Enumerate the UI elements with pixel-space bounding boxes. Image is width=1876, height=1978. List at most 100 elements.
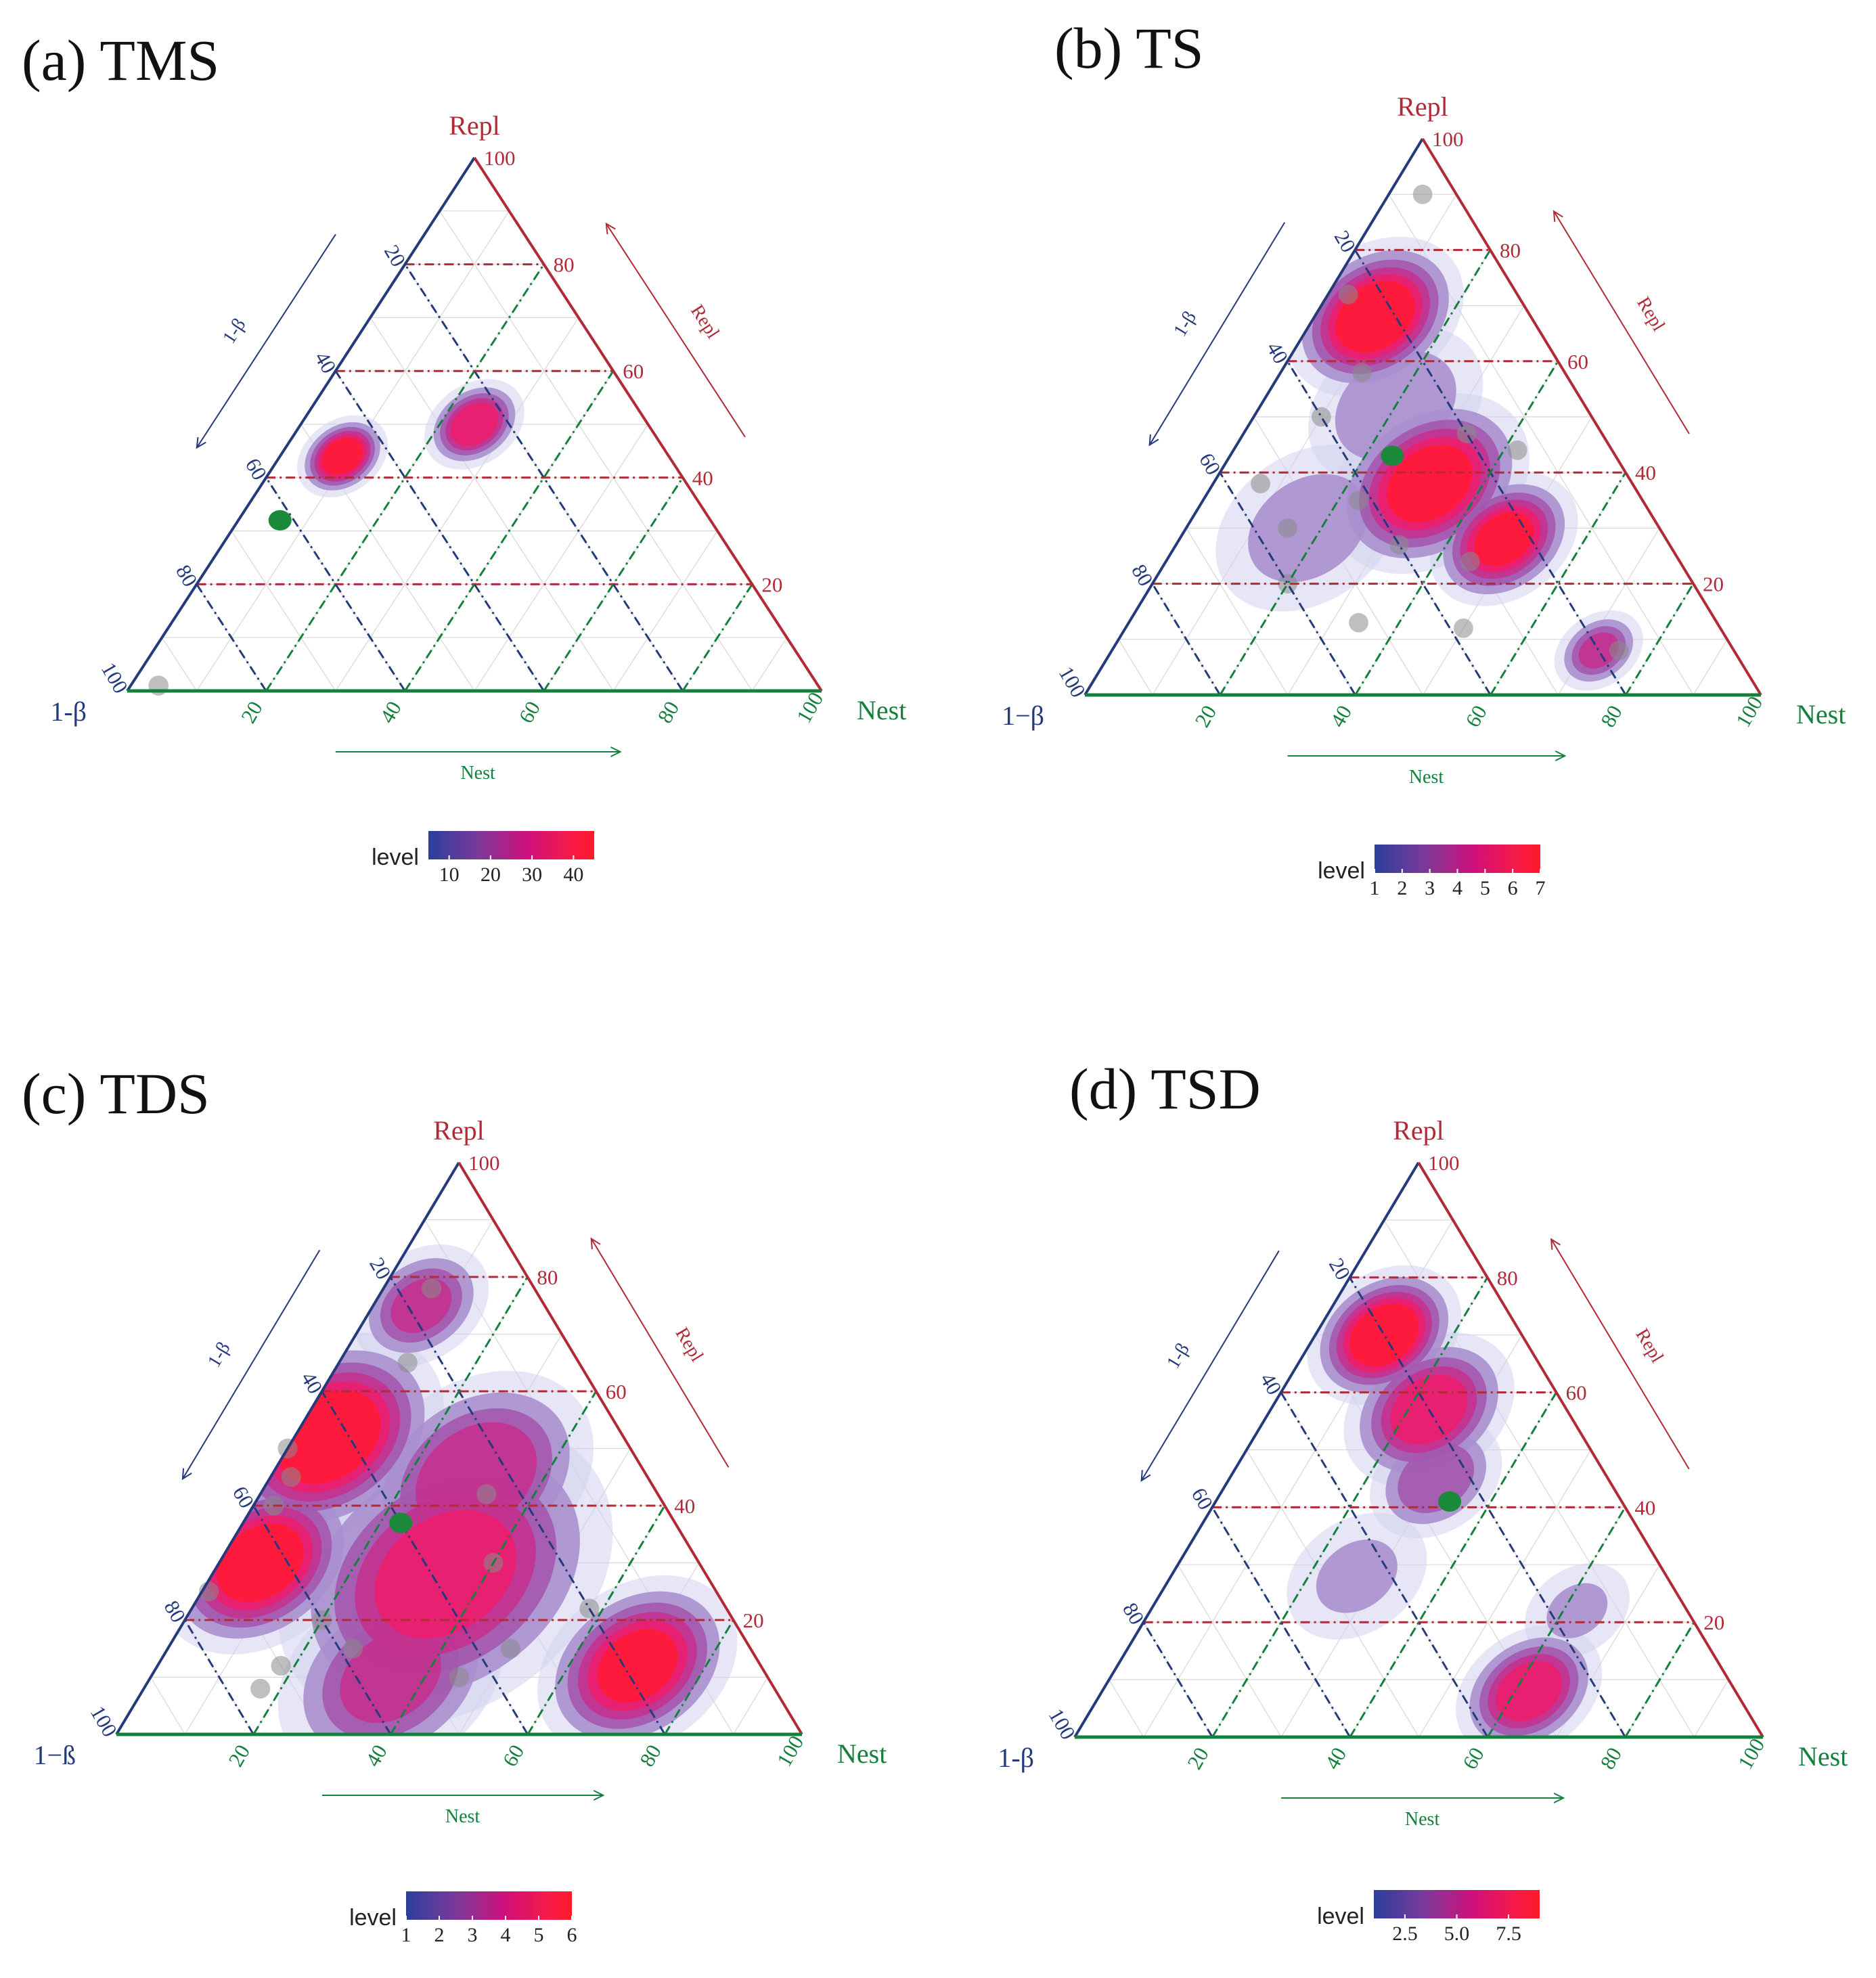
grid-line bbox=[612, 531, 718, 692]
colorbar-tick-label: 2 bbox=[434, 1924, 445, 1946]
grid-line bbox=[1186, 528, 1289, 696]
vertex-label-beta: 1−ß bbox=[33, 1740, 76, 1770]
repl-tick: 20 bbox=[761, 572, 782, 596]
nest-tick: 80 bbox=[653, 697, 684, 727]
repl-tick: 80 bbox=[537, 1265, 558, 1289]
panel-title: (d) TSD bbox=[1069, 1056, 1261, 1121]
repl-tick: 100 bbox=[484, 146, 516, 170]
sample-point bbox=[1389, 535, 1409, 555]
grid-line bbox=[1693, 1679, 1729, 1738]
colorbar-tick-label: 6 bbox=[567, 1924, 577, 1946]
repl-tick: 20 bbox=[1703, 1611, 1724, 1634]
repl-arrow bbox=[1550, 1238, 1690, 1470]
colorbar-tick-label: 7 bbox=[1536, 877, 1546, 899]
nest-tick: 80 bbox=[635, 1740, 666, 1770]
panel-name: TS bbox=[1136, 16, 1203, 81]
vertex-label-repl: Repl bbox=[449, 110, 500, 141]
colorbar bbox=[428, 831, 594, 859]
repl-tick: 100 bbox=[1432, 127, 1464, 151]
density-contour bbox=[321, 437, 363, 475]
beta-axis-label: 1-β bbox=[219, 315, 250, 347]
repl-axis-label: Repl bbox=[1632, 294, 1669, 335]
sample-point bbox=[1251, 474, 1270, 494]
sample-point bbox=[500, 1638, 520, 1659]
vertex-label-repl: Repl bbox=[1393, 1115, 1444, 1146]
grid-line bbox=[1118, 639, 1153, 696]
colorbar-label: level bbox=[372, 845, 419, 870]
sample-point bbox=[1338, 284, 1358, 305]
beta-axis bbox=[1084, 137, 1424, 696]
repl-axis bbox=[457, 1161, 803, 1736]
beta-axis-label: 1-β bbox=[1163, 1340, 1194, 1372]
nest-ref-line bbox=[1624, 583, 1695, 696]
grid-line bbox=[231, 531, 336, 692]
nest-ref-line bbox=[1486, 1506, 1626, 1738]
repl-axis bbox=[1421, 137, 1762, 696]
beta-arrow bbox=[1140, 1250, 1280, 1481]
sample-point bbox=[449, 1667, 470, 1688]
nest-ref-line bbox=[1354, 361, 1559, 696]
grid-line bbox=[335, 317, 579, 692]
repl-tick: 60 bbox=[606, 1380, 627, 1403]
beta-ref-line bbox=[1349, 1277, 1626, 1738]
density-contour bbox=[340, 1631, 441, 1724]
grid-line bbox=[733, 1677, 768, 1735]
density-contour bbox=[1496, 1661, 1563, 1722]
beta-ref-line bbox=[1151, 583, 1222, 696]
vertex-label-beta: 1-β bbox=[50, 696, 87, 727]
density-contour bbox=[450, 403, 499, 446]
colorbar-tick-label: 4 bbox=[501, 1924, 511, 1946]
repl-axis-label: Repl bbox=[1631, 1325, 1668, 1366]
grid-line bbox=[150, 1677, 185, 1735]
nest-ref-line bbox=[404, 370, 615, 692]
sample-point bbox=[1609, 640, 1629, 660]
nest-axis-label: Nest bbox=[1409, 767, 1444, 788]
nest-tick: 60 bbox=[514, 697, 545, 727]
nest-ref-line bbox=[1349, 1391, 1557, 1738]
beta-ref-line bbox=[265, 476, 406, 692]
panel-label: (a) bbox=[22, 28, 86, 93]
sample-point bbox=[342, 1638, 363, 1659]
beta-axis bbox=[126, 156, 476, 692]
colorbar-tick-label: 4 bbox=[1452, 877, 1462, 899]
beta-ref-line bbox=[1280, 1391, 1489, 1738]
nest-tick: 20 bbox=[223, 1740, 254, 1770]
grid-line bbox=[751, 637, 788, 692]
sample-point bbox=[1352, 362, 1372, 382]
colorbar-label: level bbox=[349, 1905, 397, 1931]
nest-tick: 40 bbox=[1320, 1743, 1352, 1773]
beta-ref-line bbox=[183, 1619, 254, 1735]
colorbar bbox=[1374, 1890, 1540, 1918]
highlight-point bbox=[268, 510, 292, 531]
beta-ref-line bbox=[1211, 1506, 1352, 1738]
nest-tick: 20 bbox=[236, 697, 267, 727]
repl-arrow bbox=[1553, 210, 1690, 434]
repl-axis bbox=[473, 156, 823, 692]
repl-tick: 60 bbox=[1567, 350, 1588, 374]
density-contour bbox=[1474, 512, 1534, 566]
colorbar-tick-label: 6 bbox=[1508, 877, 1518, 899]
repl-axis-label: Repl bbox=[686, 301, 723, 342]
colorbar-tick-label: 20 bbox=[481, 863, 501, 886]
sample-point bbox=[1412, 184, 1433, 204]
panel-label: (c) bbox=[22, 1061, 86, 1126]
sample-point bbox=[1278, 574, 1297, 593]
colorbar-tick-label: 5 bbox=[1480, 877, 1490, 899]
repl-tick: 80 bbox=[1500, 238, 1521, 262]
nest-ref-line bbox=[527, 1505, 666, 1735]
repl-axis bbox=[1417, 1161, 1764, 1738]
grid-line bbox=[161, 637, 198, 692]
repl-tick: 100 bbox=[1428, 1151, 1460, 1175]
nest-tick: 80 bbox=[1596, 701, 1627, 731]
grid-line bbox=[1109, 1679, 1144, 1738]
colorbar-tick-label: 7.5 bbox=[1496, 1923, 1521, 1945]
vertex-label-beta: 1−β bbox=[1002, 700, 1044, 731]
repl-arrow-head bbox=[1553, 210, 1563, 222]
panel-label: (b) bbox=[1054, 16, 1122, 81]
grid-line bbox=[439, 210, 753, 692]
vertex-label-beta: 1-β bbox=[998, 1743, 1034, 1773]
vertex-label-nest: Nest bbox=[857, 695, 906, 725]
nest-tick: 100 bbox=[792, 688, 828, 727]
nest-axis-label: Nest bbox=[445, 1806, 481, 1827]
